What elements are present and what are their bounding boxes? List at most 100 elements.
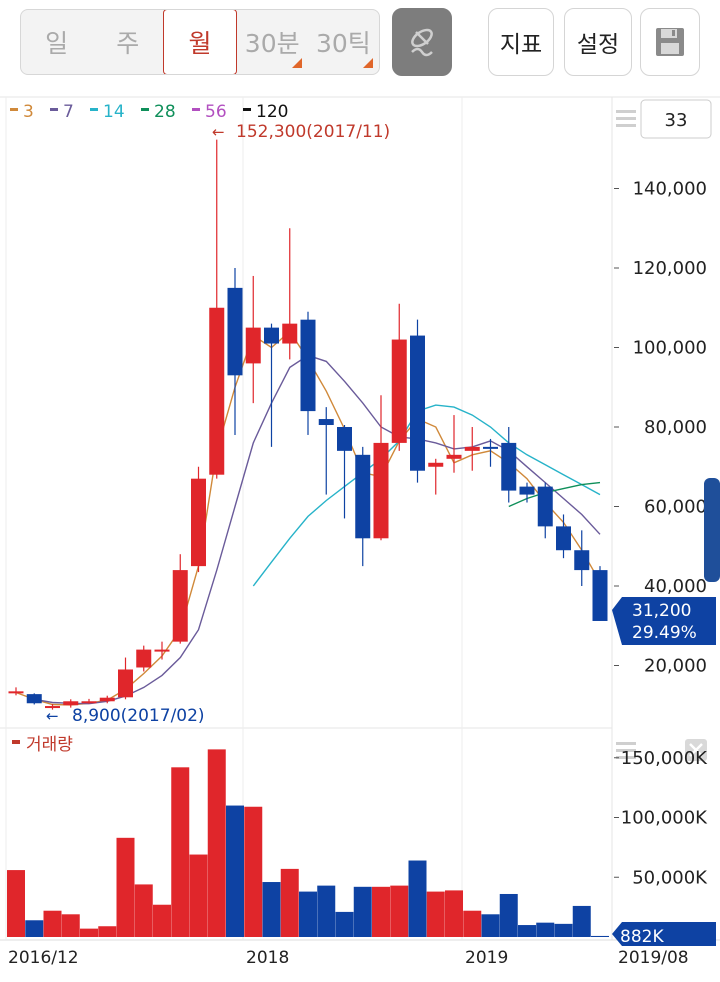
volume-bar (353, 886, 372, 937)
volume-bar (518, 925, 536, 937)
x-label-2019: 2019 (465, 948, 508, 968)
price-axis: 140,000 120,000 100,000 80,000 60,000 40,000 2… (614, 179, 707, 677)
candle-body (45, 706, 60, 709)
candle-body (483, 446, 498, 449)
volume-bar (207, 749, 226, 937)
volume-bar (408, 860, 427, 937)
ma-legend-label: 28 (154, 102, 176, 122)
candle (501, 427, 517, 503)
save-icon (656, 28, 684, 56)
tab-day[interactable]: 일 (45, 29, 69, 58)
candlestick-chart: 3 7 14 28 56 120 33 140,000 120,000 100,000 80,0… (0, 96, 720, 968)
volume-bar (463, 910, 482, 937)
ma-line-7 (34, 354, 601, 705)
ma-legend-label: 14 (103, 102, 125, 122)
grid (0, 96, 720, 941)
max-price-label: 152,300(2017/11) (236, 122, 390, 142)
volume-bar (262, 882, 281, 937)
current-price-tag: 31,200 29.49% (612, 597, 716, 645)
tab-30tick[interactable]: 30틱 (308, 10, 379, 74)
volume-bar (445, 890, 463, 937)
volume-bar (171, 767, 190, 937)
candle (245, 275, 261, 404)
period-tabs: 일 주 월 30분 30틱 (20, 9, 380, 75)
ma-legend-label: 120 (256, 102, 288, 122)
toolbar: 일 주 월 30분 30틱 지표 설정 (0, 0, 720, 92)
chart-area[interactable]: 3 7 14 28 56 120 33 140,000 120,000 100,000 80,0… (0, 92, 720, 978)
save-button[interactable] (640, 8, 700, 76)
candle-body (355, 454, 371, 539)
ma-legend-swatch (10, 108, 18, 111)
volume-panel-handle-icon[interactable] (616, 742, 636, 759)
tab-30min[interactable]: 30분 (237, 10, 308, 74)
ma-count-text: 33 (665, 110, 688, 131)
volume-tick-label: 50,000K (632, 867, 708, 888)
price-tick-label: 120,000 (633, 258, 707, 279)
volume-tick-label: 100,000K (621, 808, 708, 829)
volume-bar (554, 923, 573, 937)
candles (8, 139, 608, 710)
candle-body (136, 649, 152, 668)
draw-tool-button[interactable] (392, 8, 452, 76)
panel-handle-icon[interactable] (616, 110, 636, 127)
volume-bar (280, 868, 299, 937)
volume-bar (390, 885, 409, 937)
max-arrow: ← (212, 123, 225, 141)
candle-body (337, 427, 352, 451)
candle (410, 319, 425, 483)
candle-body (556, 526, 571, 551)
candle-body (318, 419, 334, 426)
candle-body (428, 462, 444, 467)
candle (172, 554, 188, 644)
volume-bar (7, 870, 25, 937)
candle (63, 699, 79, 708)
candle (391, 303, 407, 451)
ma-legend: 3 7 14 28 56 120 (10, 102, 288, 122)
ma-legend-swatch (192, 108, 200, 111)
more-options-icon (291, 58, 302, 68)
candle (519, 482, 535, 503)
volume-bar (536, 922, 555, 937)
candle-body (209, 307, 225, 475)
candle (446, 415, 462, 473)
volume-bar (153, 904, 171, 937)
candle-body (264, 327, 279, 344)
volume-bar (481, 914, 500, 937)
ma-legend-swatch (141, 108, 149, 111)
draw-tool-icon (411, 28, 433, 57)
candle (8, 687, 24, 696)
tab-month[interactable]: 월 (163, 10, 237, 74)
volume-bar (98, 926, 117, 937)
candle-body (245, 327, 261, 364)
volume-bar (335, 911, 354, 937)
close-panel-icon[interactable] (685, 739, 707, 761)
candle (81, 698, 97, 704)
volume-bar (80, 928, 98, 937)
price-tick-label: 80,000 (644, 417, 707, 438)
candle-body (99, 697, 115, 702)
tab-week[interactable]: 주 (116, 29, 140, 58)
candle (428, 458, 444, 495)
candle-body (592, 570, 608, 621)
candle-body (81, 701, 97, 704)
candle (537, 482, 553, 539)
volume-bar (61, 914, 80, 937)
side-drawer-handle[interactable] (704, 478, 720, 582)
settings-button[interactable]: 설정 (564, 8, 632, 76)
candle-body (154, 649, 170, 652)
candle-body (282, 323, 298, 344)
volume-bar (591, 935, 609, 937)
candle-body (118, 669, 133, 698)
volume-bars (7, 749, 609, 937)
volume-bar (499, 893, 518, 937)
ma-count-box[interactable] (640, 99, 712, 139)
volume-bar (116, 837, 135, 937)
candle (264, 323, 279, 447)
candle-body (519, 486, 535, 495)
volume-legend-label: 거래량 (26, 735, 73, 755)
x-label-2018: 2018 (246, 948, 289, 968)
indicator-button[interactable]: 지표 (488, 8, 554, 76)
ma-legend-label: 3 (23, 102, 34, 122)
candle-body (227, 287, 243, 376)
candle-body (446, 454, 462, 459)
